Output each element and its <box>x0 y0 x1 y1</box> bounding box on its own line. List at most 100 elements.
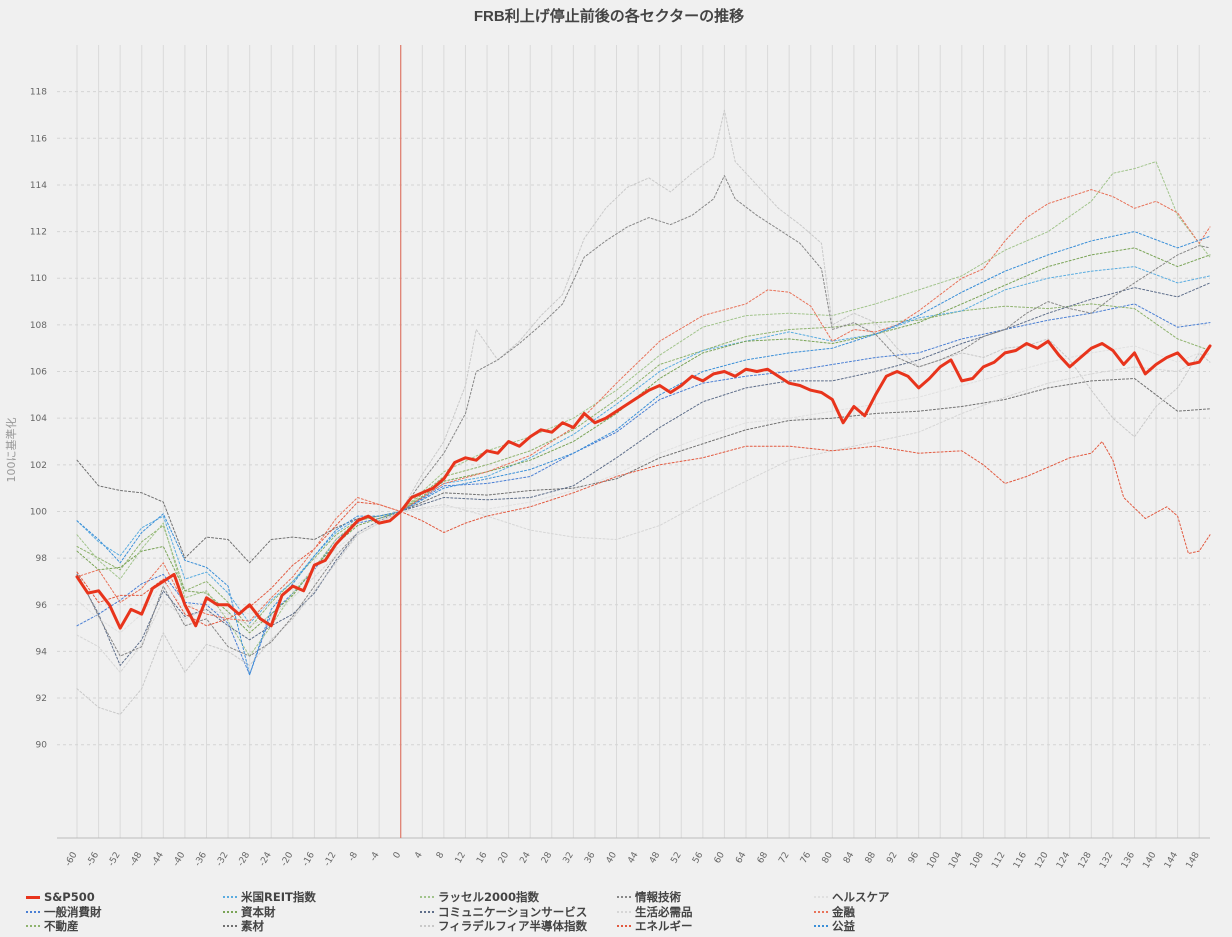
x-tick-label: 16 <box>475 850 490 865</box>
legend-label: エネルギー <box>635 919 693 934</box>
x-tick-label: 56 <box>691 850 706 865</box>
y-tick-label: 104 <box>30 414 47 424</box>
legend-swatch <box>223 896 237 899</box>
legend-item: 資本財 <box>223 905 420 920</box>
series-line <box>76 345 1211 634</box>
series-line <box>76 266 1211 624</box>
legend-item: ラッセル2000指数 <box>420 890 617 905</box>
x-tick-label: 120 <box>1033 850 1050 870</box>
legend-item: 情報技術 <box>617 890 814 905</box>
x-tick-label: 108 <box>969 850 986 870</box>
x-tick-label: 104 <box>947 850 964 870</box>
legend-swatch <box>26 895 40 899</box>
x-tick-label: -32 <box>215 851 231 869</box>
x-tick-label: 88 <box>864 850 879 865</box>
y-axis-label: 100に基準化 <box>4 418 18 483</box>
x-tick-label: 36 <box>583 850 598 865</box>
legend-label: ラッセル2000指数 <box>438 890 540 905</box>
y-tick-label: 92 <box>36 694 47 704</box>
x-tick-label: 80 <box>821 850 836 865</box>
y-tick-label: 110 <box>30 274 47 284</box>
x-tick-label: -52 <box>107 851 123 869</box>
legend-label: 情報技術 <box>635 890 681 905</box>
legend-swatch <box>420 896 434 899</box>
x-tick-label: -48 <box>128 850 144 868</box>
x-tick-label: 124 <box>1055 850 1072 870</box>
series-line <box>76 378 1211 564</box>
x-tick-label: 32 <box>562 851 576 866</box>
legend-label: 資本財 <box>241 904 276 919</box>
legend-item: 米国REIT指数 <box>223 890 420 905</box>
legend-label: ヘルスケア <box>832 890 890 905</box>
x-tick-label: 40 <box>605 850 620 865</box>
series-line <box>76 441 1211 627</box>
legend-label: フィラデルフィア半導体指数 <box>438 919 588 934</box>
legend-item: 素材 <box>223 919 420 934</box>
x-tick-label: -8 <box>347 850 360 863</box>
legend-item: 一般消費財 <box>26 905 223 920</box>
series-line <box>76 303 1211 676</box>
series-line <box>76 175 1211 657</box>
legend-item: フィラデルフィア半導体指数 <box>420 919 617 934</box>
series-line <box>76 161 1211 657</box>
legend-item: コミュニケーションサービス <box>420 905 617 920</box>
series-line <box>75 339 1212 630</box>
series-line <box>76 352 1211 673</box>
x-tick-label: 116 <box>1012 850 1029 870</box>
legend-label: 不動産 <box>44 919 79 934</box>
y-tick-label: 96 <box>36 601 48 611</box>
chart-title: FRB利上げ停止前後の各セクターの推移 <box>474 7 744 25</box>
x-tick-label: -44 <box>150 850 166 868</box>
x-tick-label: 60 <box>713 850 728 865</box>
grid-lines <box>57 45 1210 839</box>
x-tick-label: 64 <box>734 850 749 865</box>
x-tick-label: 76 <box>799 850 814 865</box>
x-tick-label: 136 <box>1120 850 1137 870</box>
y-tick-label: 108 <box>30 321 47 331</box>
legend-item: 生活必需品 <box>617 905 814 920</box>
legend-label: 素材 <box>241 919 264 934</box>
legend-item: 公益 <box>814 919 1011 934</box>
x-tick-label: 140 <box>1141 850 1158 870</box>
series-lines <box>75 109 1212 715</box>
x-tick-label: -60 <box>64 850 80 868</box>
series-line <box>76 282 1211 666</box>
legend-swatch <box>617 910 631 913</box>
x-tick-label: -40 <box>171 850 187 868</box>
legend-swatch <box>26 925 40 928</box>
y-tick-label: 102 <box>30 461 47 471</box>
legend-swatch <box>223 910 237 913</box>
y-tick-label: 116 <box>30 134 47 144</box>
x-tick-label: -56 <box>85 850 101 868</box>
x-tick-label: 52 <box>669 851 683 866</box>
legend-label: コミュニケーションサービス <box>438 904 588 919</box>
x-tick-label: -16 <box>301 850 317 868</box>
y-tick-label: 98 <box>36 554 48 564</box>
x-tick-label: 112 <box>990 851 1007 871</box>
legend-swatch <box>814 910 828 913</box>
y-tick-label: 106 <box>30 368 47 378</box>
y-tick-label: 90 <box>36 741 48 751</box>
x-tick-label: -24 <box>258 850 274 868</box>
legend-item: ヘルスケア <box>814 890 1011 905</box>
x-tick-label: -4 <box>369 850 382 863</box>
y-tick-label: 114 <box>30 181 47 191</box>
x-tick-label: -28 <box>236 850 252 868</box>
x-tick-label: 48 <box>648 850 663 865</box>
series-line <box>76 189 1211 622</box>
legend-item: エネルギー <box>617 919 814 934</box>
x-tick-label: 20 <box>497 850 512 865</box>
legend-swatch <box>420 910 434 913</box>
legend-label: 金融 <box>832 904 855 919</box>
legend-label: S&P500 <box>44 890 95 905</box>
legend-swatch <box>617 925 631 928</box>
x-tick-label: -12 <box>323 851 339 869</box>
legend-item: 不動産 <box>26 919 223 934</box>
x-tick-label: -36 <box>193 850 209 868</box>
legend-item: 金融 <box>814 905 1011 920</box>
legend-swatch <box>814 925 828 928</box>
y-tick-label: 118 <box>30 88 47 98</box>
x-tick-label: 12 <box>454 851 468 866</box>
y-tick-label: 112 <box>30 228 47 238</box>
legend-swatch <box>223 925 237 928</box>
